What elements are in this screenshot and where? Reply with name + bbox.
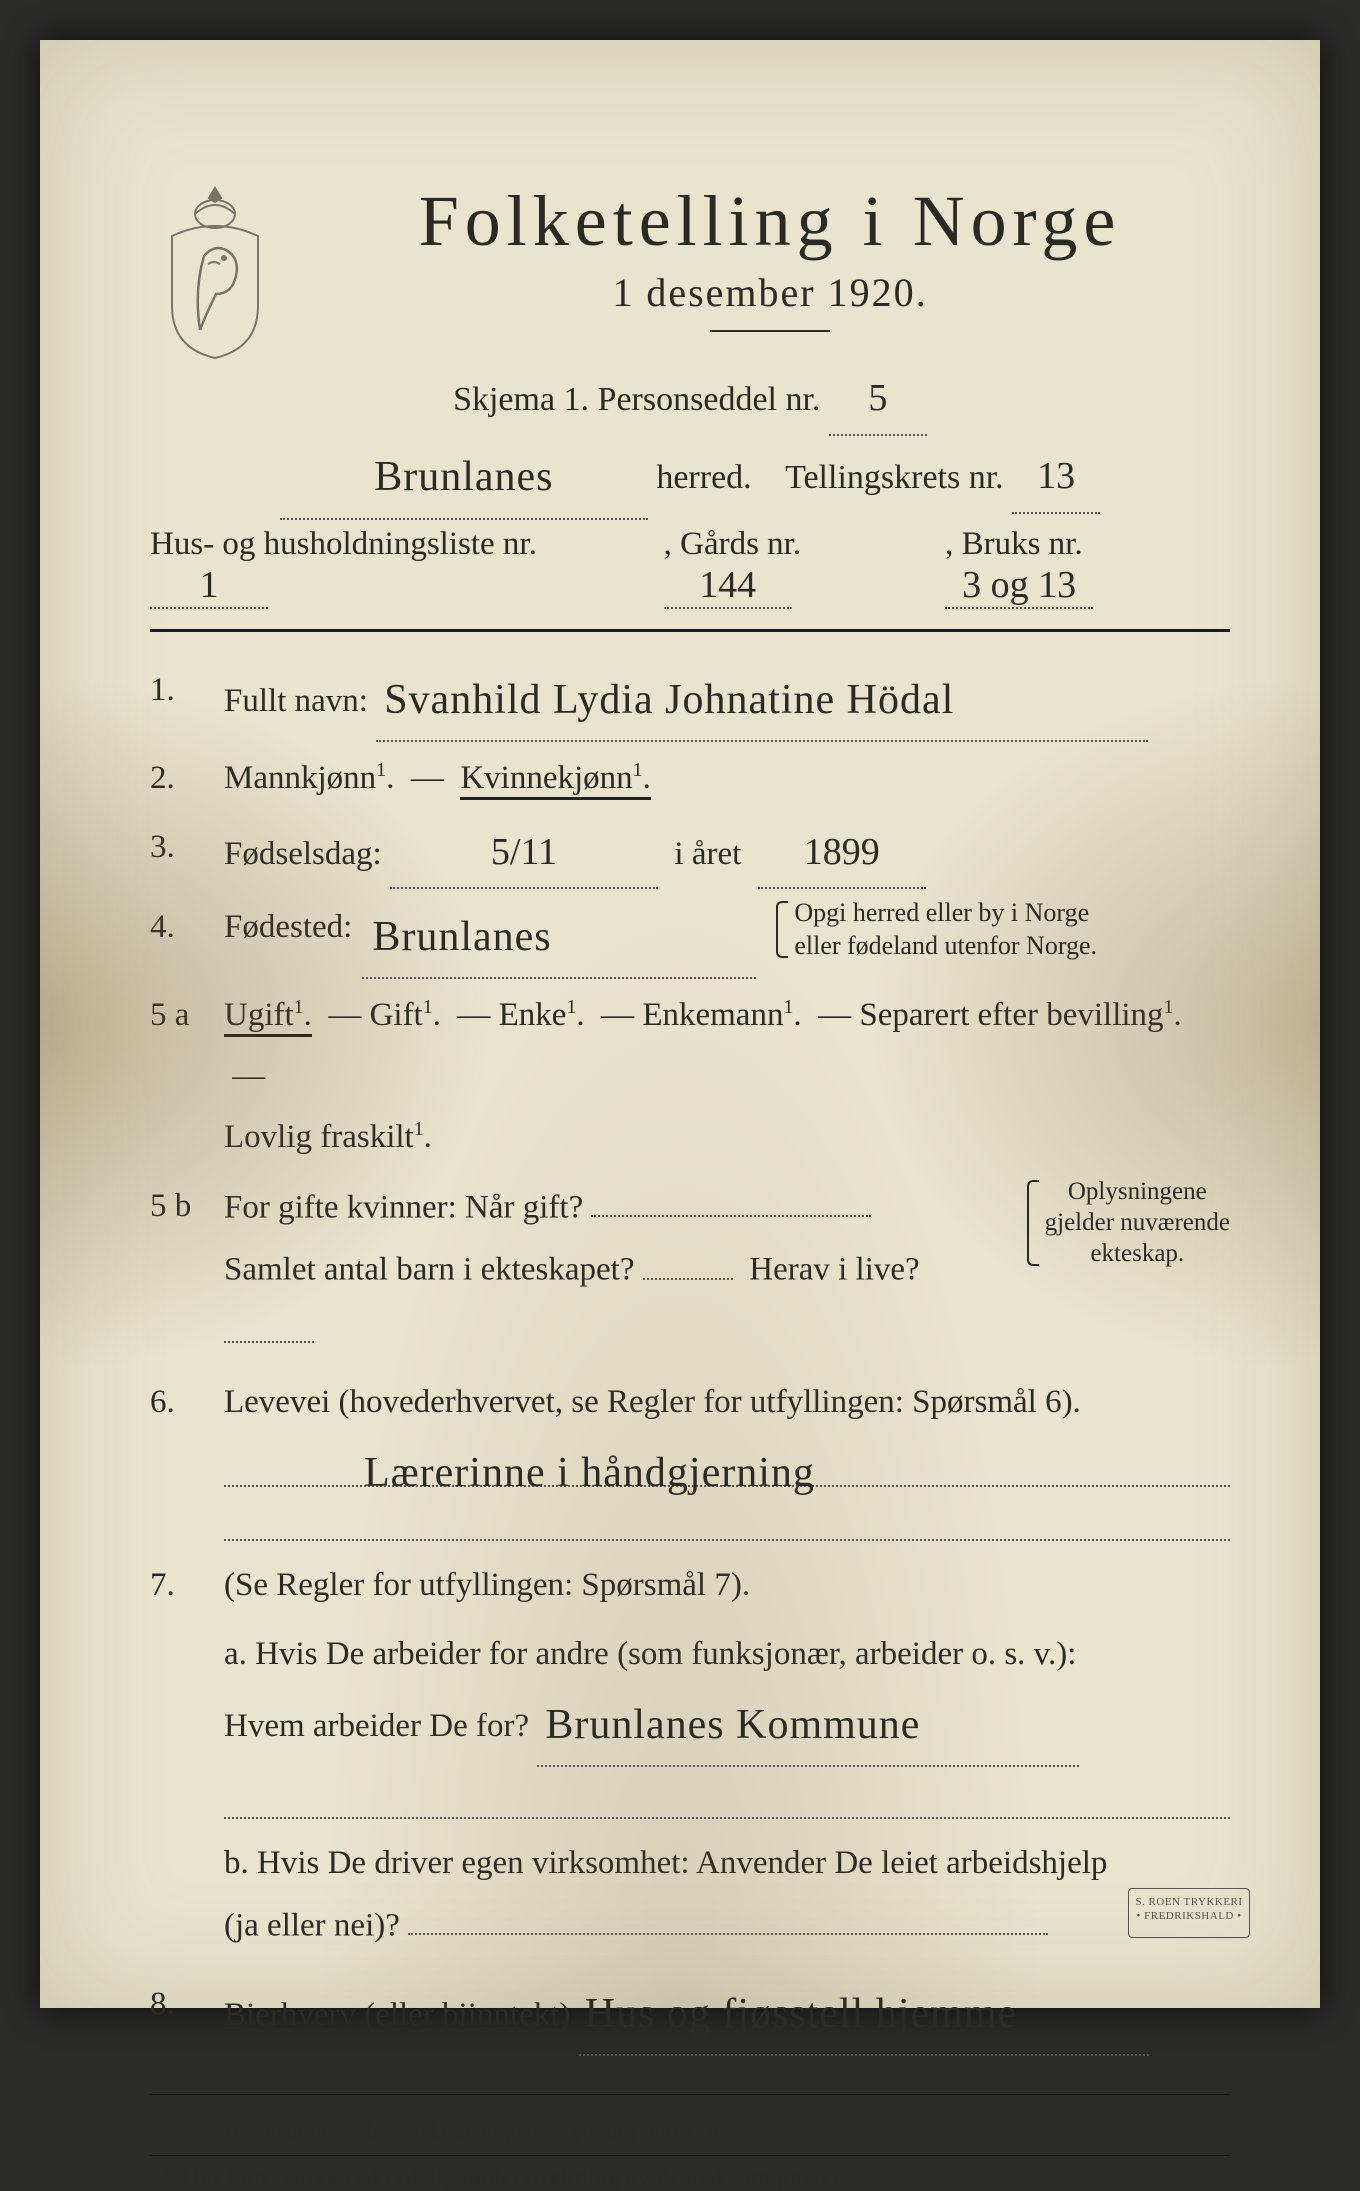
footnote-main: 1 Her kan svares ved tydelig understrekn…	[150, 2155, 1230, 2191]
ids-line: Hus- og husholdningsliste nr. 1 , Gårds …	[150, 526, 1230, 609]
q5a: 5 a Ugift1. — Gift1. — Enke1. — Enkemann…	[150, 985, 1230, 1168]
q8: 8. Bierhverv (eller biinntekt) Hus og fj…	[150, 1974, 1230, 2054]
q6-value-line: Lærerinne i håndgjerning	[224, 1447, 1230, 1487]
subtitle: 1 desember 1920.	[310, 269, 1230, 316]
header: Folketelling i Norge 1 desember 1920.	[150, 180, 1230, 362]
q7: 7. (Se Regler for utfyllingen: Spørsmål …	[150, 1555, 1230, 1616]
herred-label: herred.	[656, 459, 751, 496]
q1-value: Svanhild Lydia Johnatine Hödal	[376, 662, 1148, 742]
krets-label: Tellingskrets nr.	[785, 459, 1004, 496]
hus-label: Hus- og husholdningsliste nr.	[150, 526, 537, 562]
q5b-gift-blank	[591, 1176, 871, 1218]
q3-mid: i året	[674, 836, 741, 872]
header-rule	[150, 629, 1230, 632]
q2: 2. Mannkjønn1. — Kvinnekjønn1.	[150, 748, 1230, 809]
gards-label: , Gårds nr.	[664, 526, 801, 562]
q7a-blank-line	[224, 1779, 1230, 1819]
q7b-blank	[408, 1894, 1048, 1936]
q7b-l2: (ja eller nei)?	[224, 1907, 400, 1943]
q8-label: Bierhverv (eller biinntekt)	[224, 1997, 570, 2033]
q5b-num: 5 b	[150, 1176, 202, 1364]
title-block: Folketelling i Norge 1 desember 1920.	[310, 180, 1230, 362]
hus-value: 1	[150, 563, 268, 609]
title-rule	[710, 330, 830, 332]
herred-line: Brunlanes herred. Tellingskrets nr. 13	[150, 436, 1230, 518]
q5a-opt-gift: Gift1.	[370, 997, 441, 1033]
q6: 6. Levevei (hovederhvervet, se Regler fo…	[150, 1372, 1230, 1433]
q8-value: Hus og fjøsstell hjemme	[579, 1976, 1149, 2056]
q3-year: 1899	[758, 817, 926, 889]
q7a-l1: a. Hvis De arbeider for andre (som funks…	[224, 1636, 1076, 1672]
q5b-live-blank	[224, 1301, 314, 1343]
q5b-l2a: Samlet antal barn i ekteskapet?	[224, 1252, 635, 1288]
q3-label: Fødselsdag:	[224, 836, 382, 872]
q5b-l1: For gifte kvinner: Når gift?	[224, 1189, 583, 1225]
gards-value: 144	[664, 563, 792, 609]
q4-label: Fødested:	[224, 897, 352, 958]
footer-rule-1	[150, 2094, 1230, 2095]
printer-stamp: S. ROEN TRYKKERI• FREDRIKSHALD •	[1128, 1888, 1250, 1938]
q5a-opt-fraskilt: Lovlig fraskilt1.	[224, 1119, 432, 1155]
q7-label: (Se Regler for utfyllingen: Spørsmål 7).	[224, 1567, 750, 1603]
q2-opt1: Mannkjønn1.	[224, 760, 394, 796]
q5a-opt-separert: Separert efter bevilling1.	[859, 997, 1181, 1033]
q5b: 5 b For gifte kvinner: Når gift? Samlet …	[150, 1176, 1230, 1364]
q4-note: Opgi herred eller by i Norge eller fødel…	[776, 897, 1097, 962]
q7-num: 7.	[150, 1555, 202, 1616]
bruks-label: , Bruks nr.	[945, 526, 1083, 562]
q2-num: 2.	[150, 748, 202, 809]
q6-label: Levevei (hovederhvervet, se Regler for u…	[224, 1384, 1081, 1420]
q6-blank-line	[224, 1501, 1230, 1541]
footnote-nei: Har man ingen biinntekt av nogen betydni…	[224, 2119, 1230, 2145]
q6-num: 6.	[150, 1372, 202, 1433]
q7a: a. Hvis De arbeider for andre (som funks…	[224, 1624, 1230, 1765]
coat-of-arms-icon	[150, 180, 280, 360]
q3: 3. Fødselsdag: 5/11 i året 1899	[150, 817, 1230, 889]
q3-num: 3.	[150, 817, 202, 889]
herred-value: Brunlanes	[280, 438, 648, 520]
q3-day: 5/11	[390, 817, 658, 889]
q8-num: 8.	[150, 1974, 202, 2054]
form-id-line: Skjema 1. Personseddel nr. 5	[150, 362, 1230, 436]
q5b-note: Oplysningene gjelder nuværende ekteskap.	[1027, 1176, 1230, 1270]
q6-value: Lærerinne i håndgjerning	[364, 1449, 815, 1489]
personseddel-nr: 5	[829, 362, 927, 436]
q2-opt2-selected: Kvinnekjønn1.	[460, 760, 650, 800]
q5b-barn-blank	[643, 1238, 733, 1280]
q4-num: 4.	[150, 897, 202, 977]
q1: 1. Fullt navn: Svanhild Lydia Johnatine …	[150, 660, 1230, 740]
q4-value: Brunlanes	[362, 899, 756, 979]
census-form-page: Folketelling i Norge 1 desember 1920. Sk…	[40, 40, 1320, 2008]
q5a-opt-enke: Enke1.	[499, 997, 585, 1033]
main-title: Folketelling i Norge	[310, 180, 1230, 263]
bruks-value: 3 og 13	[945, 563, 1093, 609]
skjema-label: Skjema 1. Personseddel nr.	[453, 381, 820, 418]
q1-num: 1.	[150, 660, 202, 740]
q4: 4. Fødested: Brunlanes Opgi herred eller…	[150, 897, 1230, 977]
q5a-opt-ugift: Ugift1.	[224, 997, 312, 1037]
q5b-l2b: Herav i live?	[749, 1252, 919, 1288]
q5a-num: 5 a	[150, 985, 202, 1168]
q7a-value: Brunlanes Kommune	[537, 1687, 1079, 1767]
q7b: b. Hvis De driver egen virksomhet: Anven…	[224, 1833, 1230, 1957]
q5a-opt-enkemann: Enkemann1.	[642, 997, 801, 1033]
q7b-l1: b. Hvis De driver egen virksomhet: Anven…	[224, 1845, 1107, 1881]
q1-label: Fullt navn:	[224, 683, 368, 719]
q7a-l2: Hvem arbeider De for?	[224, 1708, 529, 1744]
krets-value: 13	[1012, 440, 1100, 514]
